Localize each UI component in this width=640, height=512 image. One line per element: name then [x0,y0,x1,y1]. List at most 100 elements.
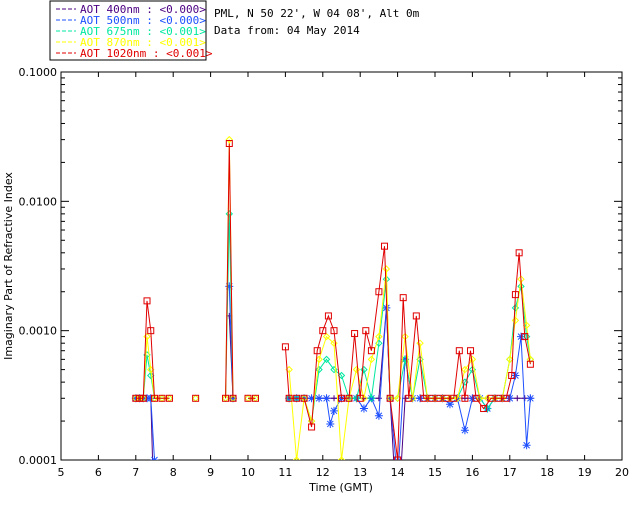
series-aot-870nm-data-point [337,456,346,460]
series-aot-870nm-data-point [408,394,417,402]
series-aot-1020nm-data-point [461,394,469,402]
plot-area: 5 6 7 8 9 10 11 12 13 14 15 16 17 18 19 20 0.0001 0.0010… [19,66,630,479]
series-aot-870nm-data-point [416,339,424,347]
series-aot-500nm-data-point [307,394,316,403]
y-tick-label: 0.0010 [19,325,58,338]
series-aot-1020nm-data-point [508,372,516,380]
series-aot-1020nm-data-point [132,394,140,402]
series-aot-1020nm-data-point [300,394,308,402]
series-aot-1020nm-data-point [467,347,475,355]
series-aot-675nm-data-point [322,355,331,364]
series-aot-500nm-data-point [517,332,526,341]
series-aot-870nm-data-point [476,394,484,402]
series-aot-1020nm-data-point [480,405,488,413]
series-aot-500nm-data-point [445,400,454,409]
series-aot-1020nm-data-point [442,394,450,402]
series-aot-400nm-data-point [331,395,338,402]
x-tick-label: 17 [503,466,517,479]
series-aot-1020nm-data-point [338,394,345,402]
series-aot-1020nm-data-point [381,242,389,250]
y-tick-label: 0.0100 [19,195,58,208]
series-aot-1020nm-data-point [136,394,144,402]
series-aot-1020nm-data-point [386,394,394,402]
series-aot-675nm-data-point [360,365,368,374]
series-aot-1020nm-line [225,143,234,399]
info-block: PML, N 50 22', W 04 08', Alt 0m Data fro… [214,7,420,37]
series-aot-1020nm-data-point [495,394,503,402]
series-aot-870nm-data-point [330,339,338,347]
series-aot-1020nm-data-point [151,394,158,402]
series-aot-1020nm-data-point [450,394,458,402]
x-axis-title: Time (GMT) [308,481,373,494]
series-aot-1020nm-data-point [285,394,293,402]
series-aot-1020nm [132,140,534,460]
series-aot-1020nm-data-point [487,394,495,402]
series-aot-400nm-data-point [375,395,382,402]
x-tick-label: 20 [615,466,629,479]
series-aot-870nm-data-point [483,394,492,402]
x-tick-label: 18 [540,466,554,479]
series-aot-1020nm-data-point [435,394,443,402]
series-aot-500nm-data-point [150,456,159,460]
series-aot-675nm-data-point [401,355,409,364]
series-aot-1020nm-line [284,246,531,460]
series-aot-500nm-data-point [522,441,531,450]
x-tick-label: 6 [95,466,102,479]
series-aot-675nm-data-point [483,404,492,413]
series-aot-870nm-data-point [322,332,331,341]
series-aot-870nm-data-point [511,316,520,325]
series-aot-675nm-data-point [315,365,323,374]
series-aot-1020nm-data-point [192,394,200,402]
series-aot-870nm-data-point [506,355,514,364]
series-aot-1020nm-data-point [330,327,338,335]
series-aot-1020nm-data-point [281,343,289,351]
date-label: Data from: 04 May 2014 [214,24,360,37]
series-aot-1020nm-data-point [502,394,510,402]
legend-box: AOT 400nm : <0.000>AOT 500nm : <0.000>AO… [49,0,213,61]
series-aot-500nm-data-point [326,419,335,428]
x-tick-label: 16 [465,466,479,479]
series-aot-675nm-data-point [225,210,234,218]
legend-label: AOT 675nm : <0.001> [80,25,206,38]
legend-label: AOT 400nm : <0.000> [80,3,206,16]
series-aot-500nm-data-point [315,394,324,403]
series-aot-1020nm-data-point [472,394,480,402]
series-aot-870nm-data-point [382,265,391,273]
series-aot-870nm-data-point [143,332,151,341]
series-aot-1020nm-data-point [394,456,402,460]
series-aot-870nm-data-point [522,321,531,330]
legend-label: AOT 870nm : <0.001> [80,36,206,49]
series-aot-1020nm-data-point [399,294,407,302]
series-aot-675nm-data-point [517,282,525,291]
series-aot-500nm-data-point [416,394,425,403]
series-aot-500nm-data-point [359,404,368,413]
series-aot-870nm-data-point [438,394,447,402]
x-tick-label: 8 [170,466,177,479]
series-aot-870nm-data-point [423,394,432,402]
series-aot-500nm-data-point [460,426,469,435]
series-aot-1020nm-data-point [244,394,252,402]
series-aot-1020nm-data-point [511,291,519,299]
series-aot-870nm-data-point [375,332,383,341]
series-aot-1020nm-data-point [412,312,420,320]
y-axis-title: Imaginary Part of Refractive Index [2,172,15,360]
series-aot-870nm-data-point [360,394,368,402]
x-tick-label: 14 [391,466,405,479]
series-aot-1020nm-data-point [351,330,359,338]
series-aot-1020nm-data-point [515,249,523,257]
x-tick-label: 5 [58,466,65,479]
series-aot-1020nm-data-point [356,394,364,402]
series-aot-1020nm-data-point [375,288,383,296]
series-aot-1020nm-data-point [158,394,166,402]
series-aot-1020nm-data-point [420,394,428,402]
series-aot-675nm-data-point [191,394,200,402]
series-aot-1020nm-data-point [405,394,413,402]
series-aot-870nm-data-point [352,365,361,374]
series-aot-870nm-data-point [431,394,439,402]
x-tick-label: 12 [316,466,330,479]
x-tick-label: 15 [428,466,442,479]
series-aot-1020nm-data-point [526,360,534,368]
legend-label: AOT 1020nm : <0.001> [80,47,213,60]
series-aot-1020nm-data-point [143,297,151,305]
